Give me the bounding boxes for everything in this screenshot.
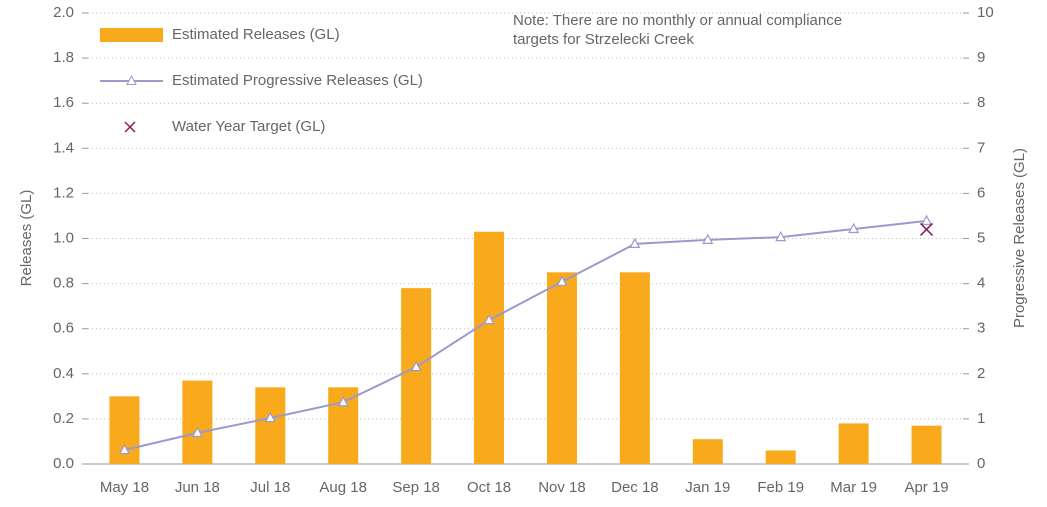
x-tick-label: Oct 18 (467, 479, 511, 496)
y2-tick-label: 3 (977, 320, 985, 337)
y2-tick-label: 9 (977, 49, 985, 66)
y-axis-label: Releases (GL) (18, 190, 35, 287)
bar (546, 272, 577, 464)
x-tick-label: May 18 (100, 479, 149, 496)
y2-tick-label: 10 (977, 4, 994, 21)
marker (337, 395, 349, 407)
y2-tick-label: 0 (977, 455, 985, 472)
marker (410, 360, 422, 372)
x-tick-label: Jun 18 (175, 479, 220, 496)
x-tick-label: Dec 18 (611, 479, 659, 496)
marker (118, 443, 130, 455)
x-tick-label: Nov 18 (538, 479, 586, 496)
y-tick-label: 1.8 (53, 49, 74, 66)
marker (556, 275, 568, 286)
y-tick-label: 1.4 (53, 139, 74, 156)
y2-tick-label: 1 (977, 410, 985, 427)
y-tick-label: 0.2 (53, 410, 74, 427)
y2-tick-label: 8 (977, 94, 985, 111)
y-tick-label: 1.0 (53, 229, 74, 246)
y2-tick-label: 6 (977, 184, 985, 201)
x-tick-label: Sep 18 (392, 479, 440, 496)
legend-marker (124, 121, 136, 133)
x-tick-label: Jan 19 (685, 479, 730, 496)
marker (264, 411, 276, 423)
y-tick-label: 0.8 (53, 275, 74, 292)
note: targets for Strzelecki Creek (513, 31, 694, 48)
bar (765, 450, 796, 464)
bar (619, 272, 650, 464)
marker (702, 233, 714, 244)
y2-tick-label: 7 (977, 139, 985, 156)
note: Note: There are no monthly or annual com… (513, 12, 842, 29)
bar (255, 387, 286, 464)
bar (474, 231, 505, 464)
marker (921, 214, 933, 226)
y2-tick-label: 2 (977, 365, 985, 382)
y-tick-label: 2.0 (53, 4, 74, 21)
marker (775, 230, 787, 242)
y-tick-label: 1.6 (53, 94, 74, 111)
legend-swatch (100, 28, 163, 42)
y-tick-label: 1.2 (53, 184, 74, 201)
y-tick-label: 0.6 (53, 320, 74, 337)
marker (483, 313, 495, 325)
marker (848, 222, 860, 234)
bar (401, 288, 432, 464)
cross-marker (919, 222, 934, 237)
bar (692, 439, 723, 464)
legend-label: Estimated Releases (GL) (172, 26, 340, 43)
y2-tick-label: 5 (977, 229, 985, 246)
bar (911, 425, 942, 464)
x-tick-label: Feb 19 (757, 479, 804, 496)
bar (182, 380, 213, 464)
x-tick-label: Aug 18 (319, 479, 367, 496)
y2-axis-label: Progressive Releases (GL) (1011, 148, 1028, 328)
legend-marker (126, 74, 137, 85)
legend-label: Estimated Progressive Releases (GL) (172, 72, 423, 89)
marker (629, 237, 641, 249)
line (124, 219, 927, 451)
y-tick-label: 0.4 (53, 365, 74, 382)
bar (838, 423, 869, 464)
y2-tick-label: 4 (977, 275, 985, 292)
x-tick-label: Jul 18 (250, 479, 290, 496)
x-tick-label: Mar 19 (830, 479, 877, 496)
legend-label: Water Year Target (GL) (172, 118, 325, 135)
y-tick-label: 0.0 (53, 455, 74, 472)
x-tick-label: Apr 19 (904, 479, 948, 496)
marker (191, 426, 203, 437)
